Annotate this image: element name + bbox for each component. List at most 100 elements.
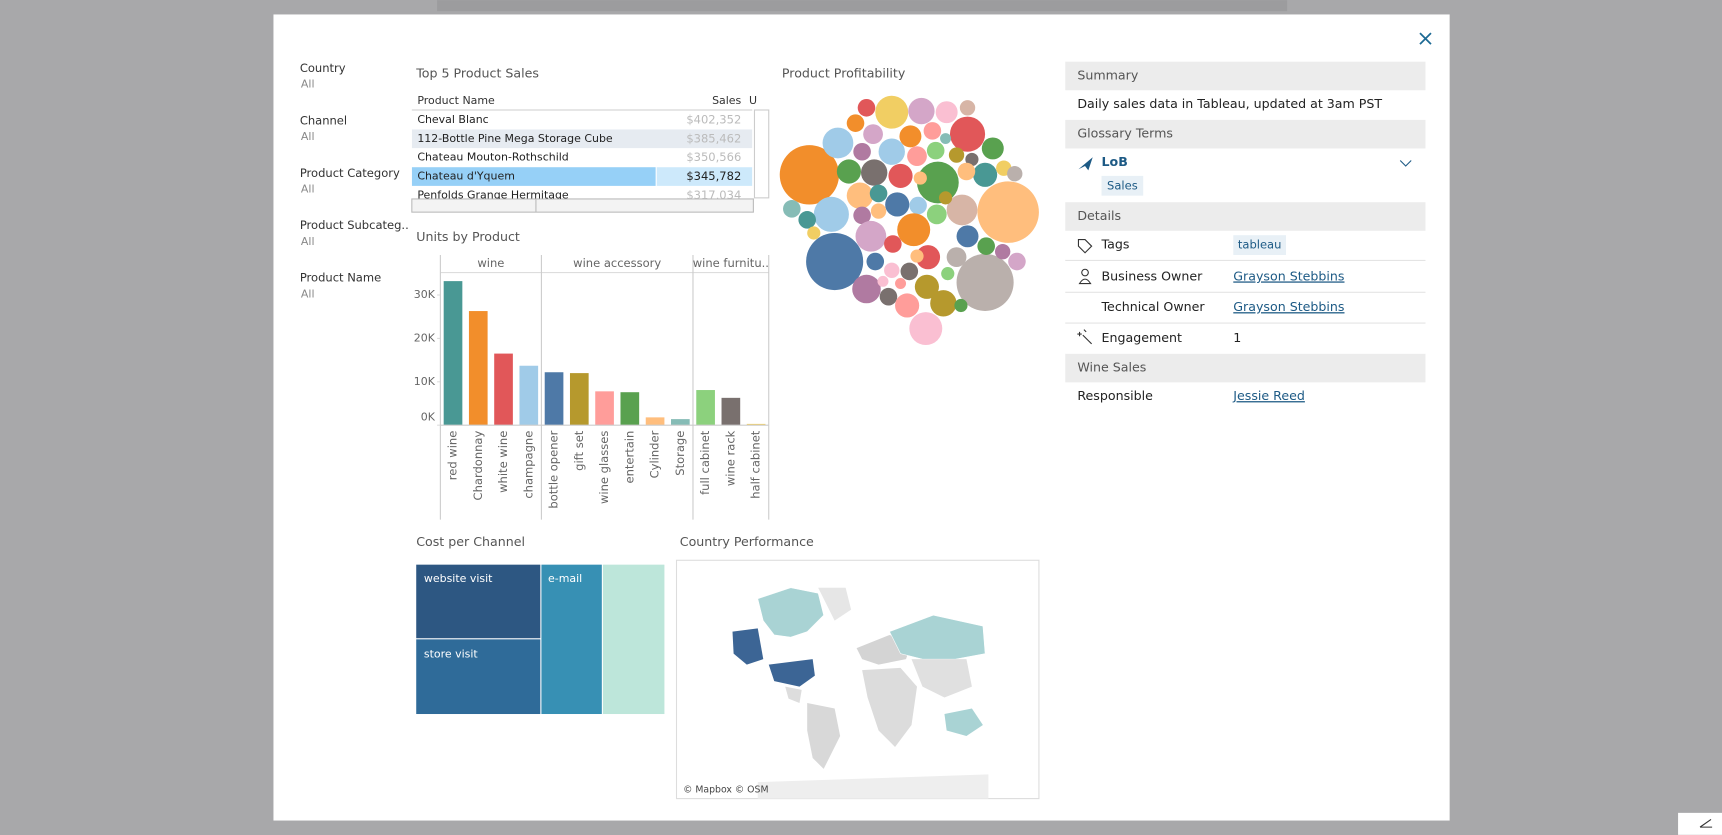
bar xyxy=(620,392,640,426)
bubble xyxy=(895,293,920,318)
bubble xyxy=(779,145,840,205)
bubble-title: Product Profitability xyxy=(782,65,906,80)
bubble xyxy=(899,125,922,148)
sales-value: $345,782 xyxy=(686,169,741,183)
detail-value[interactable]: Jessie Reed xyxy=(1232,388,1305,403)
tag[interactable]: tableau xyxy=(1238,238,1282,252)
sales-value: $402,352 xyxy=(686,112,741,126)
panel-label: wine furnitu.. xyxy=(693,256,769,270)
v-scrollbar[interactable] xyxy=(753,109,770,199)
detail-value[interactable]: Grayson Stebbins xyxy=(1233,268,1344,283)
column-header: Product Name xyxy=(417,94,495,107)
person-icon xyxy=(1078,268,1092,285)
expand-icon[interactable] xyxy=(1399,160,1412,167)
section-title: Wine Sales xyxy=(1077,360,1146,375)
section-header xyxy=(1065,119,1426,149)
panel-label: wine xyxy=(477,256,504,270)
product-name: Cheval Blanc xyxy=(417,113,488,126)
x-tick-label: Storage xyxy=(673,431,687,476)
bubble xyxy=(910,249,924,263)
x-tick-label: Chardonnay xyxy=(471,431,485,501)
y-tick-label: 10K xyxy=(414,375,436,388)
table-row[interactable]: 112-Bottle Pine Mega Storage Cube $385,46… xyxy=(411,129,753,149)
section-title: Summary xyxy=(1077,67,1138,82)
product-name: 112-Bottle Pine Mega Storage Cube xyxy=(417,132,613,145)
bubble xyxy=(959,100,976,116)
bubble xyxy=(870,203,887,219)
bubble xyxy=(852,274,881,304)
bubble xyxy=(863,124,883,145)
table-body: Cheval Blanc $402,352 112-Bottle Pine Mega… xyxy=(411,112,753,202)
bubble xyxy=(884,235,902,253)
sales-value: $385,462 xyxy=(686,131,741,145)
table-row[interactable]: Chateau Mouton-Rothschild $350,566 xyxy=(417,150,741,164)
section-header xyxy=(1065,61,1426,91)
bubble xyxy=(949,116,986,152)
bubble xyxy=(915,245,941,270)
glossary-term[interactable]: LoB xyxy=(1102,154,1128,169)
detail-value[interactable]: Grayson Stebbins xyxy=(1233,299,1344,314)
bubble xyxy=(807,226,821,240)
h-scrollbar[interactable] xyxy=(411,198,754,213)
detail-label: Responsible xyxy=(1077,388,1153,403)
bubble xyxy=(846,182,874,209)
section-header xyxy=(1065,202,1426,231)
bubble xyxy=(977,181,1039,243)
x-tick-label: bottle opener xyxy=(547,430,561,508)
bubble xyxy=(1007,166,1023,182)
x-tick-label: wine rack xyxy=(723,430,737,486)
bubble xyxy=(954,298,968,313)
filter[interactable]: Product Category All xyxy=(300,166,400,196)
sales-value: $350,566 xyxy=(686,150,741,164)
close-button[interactable] xyxy=(1419,32,1432,45)
product-name: Penfolds Grange Hermitage xyxy=(417,188,569,201)
filter[interactable]: Product Subcateg.. All xyxy=(300,218,409,248)
bubble xyxy=(798,211,816,229)
bubble-chart xyxy=(779,95,1039,346)
bubble xyxy=(878,138,905,165)
y-tick-label: 20K xyxy=(414,331,436,344)
bar xyxy=(671,419,690,426)
row-bg xyxy=(411,129,753,149)
filter-label: Product Category xyxy=(300,166,400,180)
term-icon xyxy=(1078,157,1093,171)
table-row[interactable]: Cheval Blanc $402,352 xyxy=(417,112,741,126)
bubble xyxy=(930,290,957,317)
bubble xyxy=(853,206,871,225)
bubble xyxy=(926,204,947,225)
bubble xyxy=(869,184,888,203)
row-bg xyxy=(411,167,656,186)
x-tick-label: champagne xyxy=(521,431,535,499)
bubble xyxy=(907,146,927,167)
bubble xyxy=(923,122,942,140)
filter-value: All xyxy=(301,78,315,91)
bubble xyxy=(981,137,1004,160)
bar xyxy=(544,372,564,426)
top-sales-table: Product Name Sales U Cheval Blanc $402,352 11… xyxy=(411,94,770,213)
table-row[interactable]: Chateau d'Yquem $345,782 xyxy=(411,167,753,186)
x-tick-label: full cabinet xyxy=(698,430,712,495)
bubble xyxy=(956,253,1014,311)
bar xyxy=(443,281,463,426)
chip-label: Sales xyxy=(1107,178,1138,192)
filter[interactable]: Country All xyxy=(300,61,346,91)
filter[interactable]: Product Name All xyxy=(300,271,381,301)
detail-value: 1 xyxy=(1233,330,1241,345)
bubble xyxy=(866,252,885,271)
x-tick-label: gift set xyxy=(572,430,586,471)
bubble xyxy=(973,162,998,187)
resize-handle[interactable] xyxy=(1678,812,1722,835)
bubble xyxy=(806,233,864,291)
map-title: Country Performance xyxy=(680,534,814,549)
summary-text: Daily sales data in Tableau, updated at … xyxy=(1077,96,1382,111)
table-row[interactable]: Penfolds Grange Hermitage $317,034 xyxy=(417,188,741,202)
y-tick-label: 0K xyxy=(421,411,436,424)
product-name: Chateau d'Yquem xyxy=(417,170,515,183)
bubble xyxy=(813,196,849,232)
chip xyxy=(1101,175,1144,196)
filter[interactable]: Channel All xyxy=(300,113,347,143)
table-title: Top 5 Product Sales xyxy=(415,65,539,80)
bubble xyxy=(857,99,876,117)
bar xyxy=(595,391,614,426)
